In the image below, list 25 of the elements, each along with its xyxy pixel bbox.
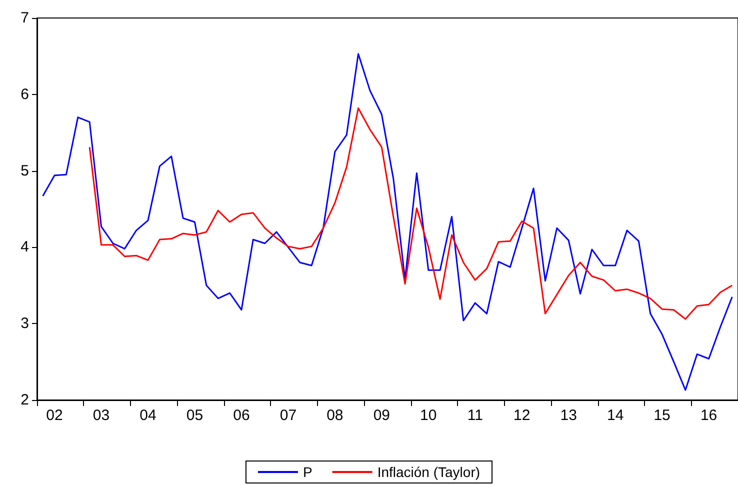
x-tick-label: 13 [560, 407, 577, 424]
x-tick-label: 02 [46, 407, 63, 424]
x-tick-label: 07 [280, 407, 297, 424]
x-tick-label: 16 [700, 407, 718, 424]
legend-label: Inflación (Taylor) [377, 464, 480, 480]
y-tick-label: 7 [20, 10, 29, 26]
x-tick-label: 15 [654, 407, 670, 424]
x-tick-label: 09 [373, 407, 390, 424]
y-tick-label: 5 [20, 162, 29, 180]
y-tick-label: 6 [20, 86, 29, 103]
line-series [42, 53, 733, 391]
x-tick-label: 03 [92, 407, 110, 424]
x-tick-label: 06 [233, 407, 250, 424]
x-tick-label: 08 [326, 407, 344, 424]
x-tick-label: 14 [606, 407, 624, 424]
x-tick-label: 10 [420, 407, 437, 424]
x-tick-label: 12 [514, 407, 530, 424]
y-tick-label: 2 [20, 392, 29, 408]
x-tick-label: 11 [467, 407, 483, 424]
x-tick-label: 05 [186, 407, 204, 424]
y-tick-label: 4 [20, 238, 29, 256]
legend-label: P [302, 464, 312, 480]
line-series [88, 107, 733, 320]
y-tick-label: 3 [20, 315, 29, 332]
x-tick-label: 04 [140, 407, 156, 424]
